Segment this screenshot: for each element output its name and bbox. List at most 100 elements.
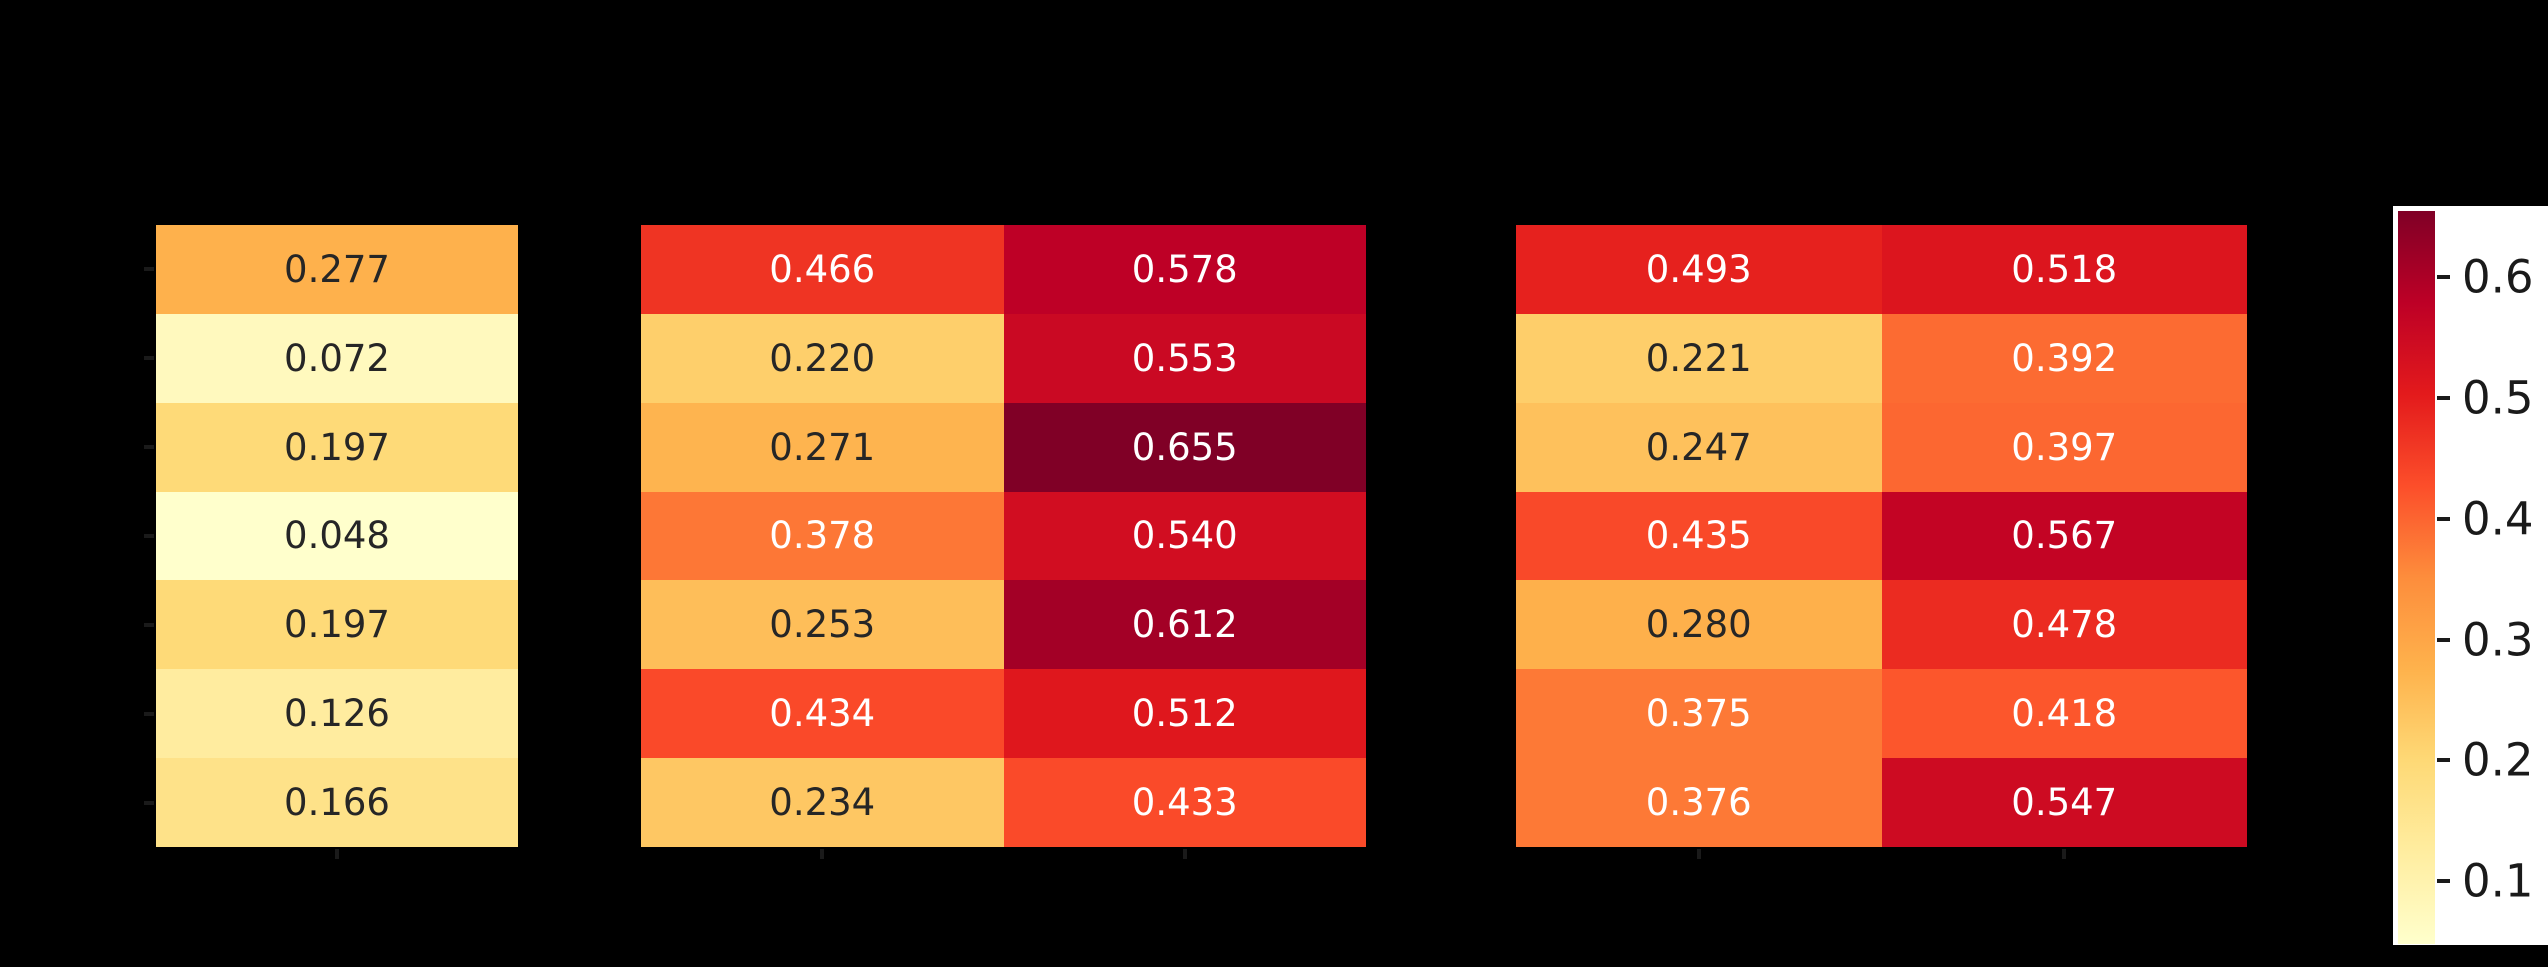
heatmap-panel-right: 0.493 0.518 0.221 0.392 0.247 0.397 0.435 0.567… (1516, 225, 2247, 847)
axis-tick-mark (144, 267, 154, 271)
cell-value: 0.540 (1131, 514, 1238, 558)
heatmap-cell: 0.378 (641, 491, 1004, 581)
colorbar-tick-mark (2437, 638, 2450, 642)
cell-value: 0.166 (284, 781, 390, 825)
cell-value: 0.553 (1131, 336, 1238, 380)
colorbar-tick-label: 0.4 (2462, 492, 2534, 546)
axis-tick-mark (1183, 849, 1187, 859)
cell-value: 0.126 (284, 692, 390, 736)
heatmap-cell: 0.253 (641, 580, 1004, 670)
colorbar-tick-mark (2437, 396, 2450, 400)
cell-value: 0.197 (284, 603, 390, 647)
cell-value: 0.271 (769, 425, 876, 469)
colorbar-tick-label: 0.5 (2462, 371, 2534, 425)
heatmap-cell: 0.478 (1881, 580, 2247, 670)
heatmap-cell: 0.072 (156, 313, 518, 403)
heatmap-cell: 0.493 (1516, 225, 1882, 314)
axis-tick-mark (1697, 849, 1701, 859)
cell-value: 0.518 (2011, 247, 2118, 291)
heatmap-cell: 0.418 (1881, 669, 2247, 759)
heatmap-panel-left: 0.277 0.072 0.197 0.048 0.197 0.126 0.166 (156, 225, 518, 847)
cell-value: 0.072 (284, 336, 390, 380)
axis-tick-mark (144, 801, 154, 805)
cell-value: 0.435 (1645, 514, 1752, 558)
heatmap-cell: 0.375 (1516, 669, 1882, 759)
colorbar-panel: 0.6 0.5 0.4 0.3 0.2 0.1 (2393, 206, 2548, 945)
heatmap-cell: 0.518 (1881, 225, 2247, 314)
heatmap-cell: 0.392 (1881, 313, 2247, 403)
cell-value: 0.280 (1645, 603, 1752, 647)
cell-value: 0.234 (769, 781, 876, 825)
colorbar-tick-label: 0.1 (2462, 854, 2534, 908)
cell-value: 0.434 (769, 692, 876, 736)
heatmap-cell: 0.221 (1516, 313, 1882, 403)
cell-value: 0.220 (769, 336, 876, 380)
cell-value: 0.433 (1131, 781, 1238, 825)
heatmap-cell: 0.376 (1516, 758, 1882, 847)
heatmap-cell: 0.271 (641, 402, 1004, 492)
heatmap-cell: 0.126 (156, 669, 518, 759)
cell-value: 0.655 (1131, 425, 1238, 469)
cell-value: 0.493 (1645, 247, 1752, 291)
heatmap-cell: 0.512 (1003, 669, 1366, 759)
heatmap-cell: 0.234 (641, 758, 1004, 847)
cell-value: 0.567 (2011, 514, 2118, 558)
cell-value: 0.376 (1645, 781, 1752, 825)
cell-value: 0.397 (2011, 425, 2118, 469)
heatmap-cell: 0.280 (1516, 580, 1882, 670)
heatmap-cell: 0.578 (1003, 225, 1366, 314)
cell-value: 0.221 (1645, 336, 1752, 380)
colorbar-tick-mark (2437, 879, 2450, 883)
heatmap-cell: 0.567 (1881, 491, 2247, 581)
colorbar-tick-mark (2437, 517, 2450, 521)
colorbar-tick-label: 0.6 (2462, 250, 2534, 304)
cell-value: 0.253 (769, 603, 876, 647)
heatmap-panel-middle: 0.466 0.578 0.220 0.553 0.271 0.655 0.378 0.540… (641, 225, 1366, 847)
heatmap-cell: 0.466 (641, 225, 1004, 314)
heatmap-cell: 0.655 (1003, 402, 1366, 492)
cell-value: 0.378 (769, 514, 876, 558)
cell-value: 0.392 (2011, 336, 2118, 380)
cell-value: 0.048 (284, 514, 390, 558)
axis-tick-mark (335, 849, 339, 859)
cell-value: 0.547 (2011, 781, 2118, 825)
colorbar-tick-mark (2437, 758, 2450, 762)
cell-value: 0.578 (1131, 247, 1238, 291)
cell-value: 0.197 (284, 425, 390, 469)
axis-tick-mark (2062, 849, 2066, 859)
heatmap-cell: 0.540 (1003, 491, 1366, 581)
heatmap-cell: 0.435 (1516, 491, 1882, 581)
cell-value: 0.375 (1645, 692, 1752, 736)
heatmap-cell: 0.048 (156, 491, 518, 581)
cell-value: 0.612 (1131, 603, 1238, 647)
cell-value: 0.466 (769, 247, 876, 291)
cell-value: 0.247 (1645, 425, 1752, 469)
heatmap-cell: 0.433 (1003, 758, 1366, 847)
colorbar-tick-label: 0.2 (2462, 733, 2534, 787)
colorbar-tick-label: 0.3 (2462, 613, 2534, 667)
colorbar-tick-mark (2437, 275, 2450, 279)
heatmap-cell: 0.166 (156, 758, 518, 847)
heatmap-cell: 0.197 (156, 402, 518, 492)
heatmap-cell: 0.277 (156, 225, 518, 314)
heatmap-cell: 0.434 (641, 669, 1004, 759)
axis-tick-mark (144, 623, 154, 627)
heatmap-cell: 0.612 (1003, 580, 1366, 670)
axis-tick-mark (144, 445, 154, 449)
heatmap-cell: 0.553 (1003, 313, 1366, 403)
axis-tick-mark (144, 712, 154, 716)
cell-value: 0.418 (2011, 692, 2118, 736)
axis-tick-mark (144, 534, 154, 538)
heatmap-cell: 0.247 (1516, 402, 1882, 492)
axis-tick-mark (820, 849, 824, 859)
heatmap-cell: 0.197 (156, 580, 518, 670)
cell-value: 0.277 (284, 247, 390, 291)
colorbar-gradient (2398, 211, 2435, 944)
cell-value: 0.512 (1131, 692, 1238, 736)
cell-value: 0.478 (2011, 603, 2118, 647)
heatmap-cell: 0.220 (641, 313, 1004, 403)
axis-tick-mark (144, 356, 154, 360)
heatmap-cell: 0.547 (1881, 758, 2247, 847)
heatmap-cell: 0.397 (1881, 402, 2247, 492)
